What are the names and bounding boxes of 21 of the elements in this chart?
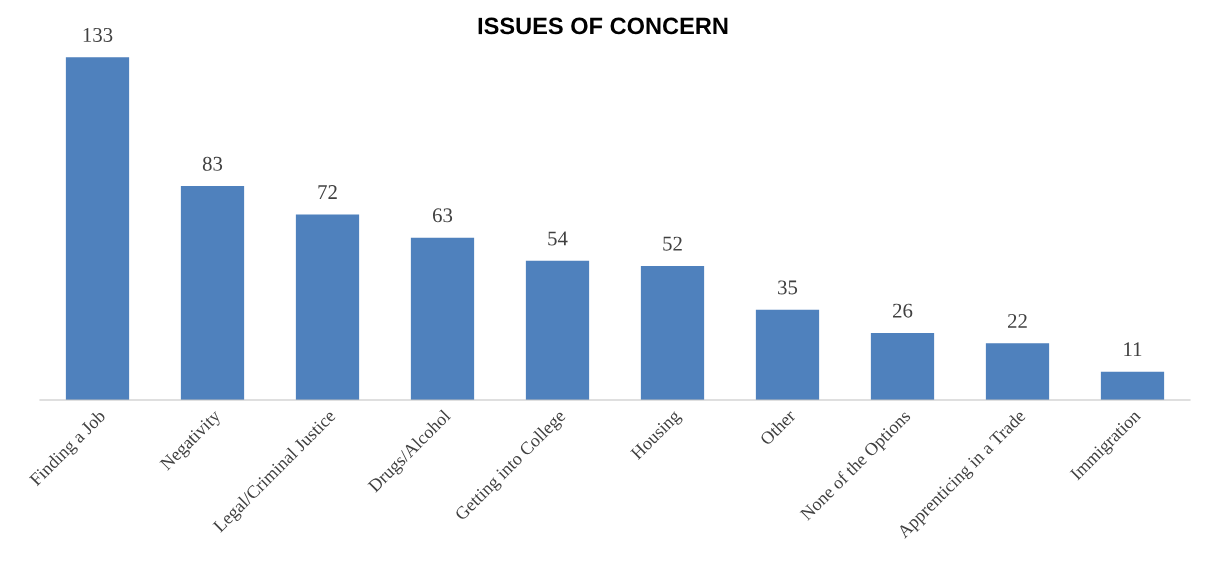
bar (755, 309, 820, 400)
bar (525, 260, 590, 400)
data-label: 11 (1124, 342, 1142, 357)
bar (870, 333, 935, 400)
bar (985, 343, 1050, 400)
data-label: 133 (83, 27, 113, 42)
data-label: 83 (202, 156, 223, 171)
bar (65, 57, 130, 400)
data-label: 52 (663, 236, 682, 251)
data-label: 22 (1008, 313, 1027, 328)
bar (295, 214, 360, 400)
bar (1100, 371, 1165, 400)
chart-title: ISSUES OF CONCERN (478, 17, 728, 35)
data-label: 54 (548, 231, 568, 246)
data-label: 63 (432, 208, 453, 223)
data-label: 35 (778, 280, 798, 295)
data-label: 72 (318, 185, 337, 199)
data-label: 26 (893, 303, 913, 318)
bar (640, 266, 705, 400)
bar (180, 186, 245, 400)
bar (410, 237, 475, 400)
